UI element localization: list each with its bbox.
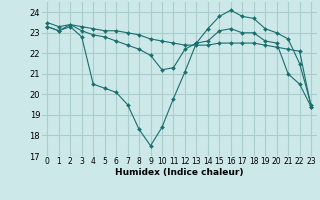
X-axis label: Humidex (Indice chaleur): Humidex (Indice chaleur) <box>115 168 244 177</box>
